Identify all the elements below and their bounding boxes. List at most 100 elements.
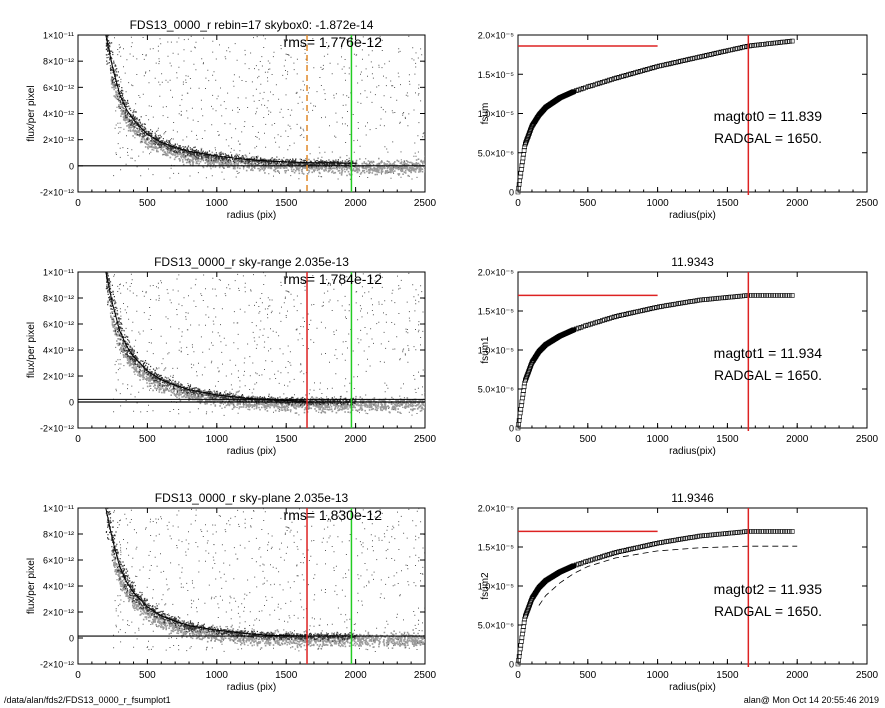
x-tick-label: 1500 [275, 434, 298, 445]
x-axis-label: radius (pix) [227, 446, 276, 457]
y-tick-label: 0 [69, 634, 74, 644]
y-tick-label: -2×10⁻¹² [40, 188, 74, 198]
y-axis-label: flux/per pixel [26, 558, 37, 614]
scatter-points [78, 272, 425, 428]
x-tick-label: 2500 [414, 198, 437, 209]
y-tick-label: 1×10⁻¹¹ [43, 31, 74, 41]
y-axis-label: flux/per pixel [26, 322, 37, 378]
footer-filepath: /data/alan/fds2/FDS13_0000_r_fsumplot1 [4, 695, 171, 705]
y-tick-label: -2×10⁻¹² [40, 424, 74, 434]
y-tick-label: 2.0×10⁻⁵ [478, 268, 515, 278]
x-tick-label: 0 [515, 670, 521, 681]
y-tick-label: 1.5×10⁻⁵ [478, 70, 515, 80]
y-tick-label: 5.0×10⁻⁶ [478, 148, 515, 158]
x-tick-label: 2500 [856, 670, 879, 681]
y-tick-label: 2×10⁻¹² [43, 135, 74, 145]
rms-annotation: rms= 1.784e-12 [284, 271, 383, 287]
x-tick-label: 1000 [646, 670, 669, 681]
rms-annotation: rms= 1.830e-12 [284, 507, 383, 523]
sky-point-cloud [109, 305, 425, 414]
x-tick-label: 0 [515, 198, 521, 209]
model-dashed-curve [538, 545, 798, 606]
x-tick-label: 1000 [206, 670, 229, 681]
y-tick-label: 1.0×10⁻⁵ [478, 109, 515, 119]
x-tick-label: 0 [75, 670, 81, 681]
x-tick-label: 2000 [344, 198, 367, 209]
radgal-label: RADGAL = 1650. [714, 130, 822, 146]
x-tick-label: 500 [579, 434, 596, 445]
x-tick-label: 1000 [206, 434, 229, 445]
y-tick-label: 5.0×10⁻⁶ [478, 385, 515, 395]
fsum-markers [515, 38, 795, 195]
mean-profile-line [105, 508, 308, 637]
fsum-markers [515, 529, 795, 667]
y-tick-label: 0 [509, 188, 514, 198]
chart-title: 11.9343 [671, 255, 714, 269]
y-tick-label: 0 [69, 161, 74, 171]
sky-point-cloud [111, 551, 425, 650]
y-tick-label: 6×10⁻¹² [43, 83, 74, 93]
y-tick-label: 8×10⁻¹² [43, 294, 74, 304]
x-axis-label: radius (pix) [227, 210, 276, 221]
x-tick-label: 1000 [646, 434, 669, 445]
y-tick-label: 1.5×10⁻⁵ [478, 307, 515, 317]
x-tick-label: 0 [515, 434, 521, 445]
y-tick-label: 2×10⁻¹² [43, 372, 74, 382]
y-tick-label: 2×10⁻¹² [43, 608, 74, 618]
x-tick-label: 2500 [856, 198, 879, 209]
x-axis-label: radius(pix) [669, 210, 716, 221]
x-tick-label: 1500 [716, 670, 739, 681]
y-tick-label: 0 [509, 424, 514, 434]
mean-profile-line [105, 35, 356, 164]
x-tick-label: 1500 [716, 434, 739, 445]
footer-timestamp: alan@ Mon Oct 14 20:55:46 2019 [743, 695, 879, 705]
y-tick-label: 4×10⁻¹² [43, 582, 74, 592]
chart-title: 11.9346 [671, 491, 714, 505]
x-tick-label: 500 [579, 198, 596, 209]
chart-title: FDS13_0000_r sky-range 2.035e-13 [154, 255, 349, 269]
chart-title: FDS13_0000_r sky-plane 2.035e-13 [155, 491, 349, 505]
radgal-label: RADGAL = 1650. [714, 367, 822, 383]
x-tick-label: 2000 [786, 434, 809, 445]
x-tick-label: 2500 [856, 434, 879, 445]
y-tick-label: 4×10⁻¹² [43, 346, 74, 356]
y-tick-label: 8×10⁻¹² [43, 57, 74, 67]
scatter-points [78, 508, 425, 664]
y-tick-label: 1.0×10⁻⁵ [478, 346, 515, 356]
y-axis-label: fsum2 [480, 572, 491, 600]
x-axis-label: radius(pix) [669, 682, 716, 693]
x-tick-label: 2500 [414, 670, 437, 681]
x-tick-label: 1000 [206, 198, 229, 209]
y-tick-label: 2.0×10⁻⁵ [478, 31, 515, 41]
x-tick-label: 500 [139, 434, 156, 445]
y-tick-label: -2×10⁻¹² [40, 660, 74, 670]
y-tick-label: 8×10⁻¹² [43, 530, 74, 540]
x-axis-label: radius (pix) [227, 682, 276, 693]
y-tick-label: 0 [69, 398, 74, 408]
y-tick-label: 4×10⁻¹² [43, 109, 74, 119]
x-tick-label: 1000 [646, 198, 669, 209]
y-axis-label: flux/per pixel [26, 85, 37, 141]
x-tick-label: 0 [75, 434, 81, 445]
x-tick-label: 1500 [275, 670, 298, 681]
x-tick-label: 500 [139, 198, 156, 209]
x-tick-label: 2500 [414, 434, 437, 445]
y-tick-label: 5.0×10⁻⁶ [478, 621, 515, 631]
mean-profile-line [105, 272, 308, 402]
chart-title: FDS13_0000_r rebin=17 skybox0: -1.872e-1… [130, 18, 374, 32]
magtot-label: magtot1 = 11.934 [714, 345, 823, 361]
x-tick-label: 2000 [344, 434, 367, 445]
x-tick-label: 2000 [344, 670, 367, 681]
x-axis-label: radius(pix) [669, 446, 716, 457]
y-tick-label: 2.0×10⁻⁵ [478, 504, 515, 514]
fsum-markers [515, 293, 795, 431]
magtot-label: magtot2 = 11.935 [714, 581, 823, 597]
y-tick-label: 6×10⁻¹² [43, 556, 74, 566]
radgal-label: RADGAL = 1650. [714, 603, 822, 619]
x-tick-label: 1500 [275, 198, 298, 209]
x-tick-label: 500 [139, 670, 156, 681]
magtot-label: magtot0 = 11.839 [714, 108, 823, 124]
y-tick-label: 1×10⁻¹¹ [43, 504, 74, 514]
x-tick-label: 1500 [716, 198, 739, 209]
